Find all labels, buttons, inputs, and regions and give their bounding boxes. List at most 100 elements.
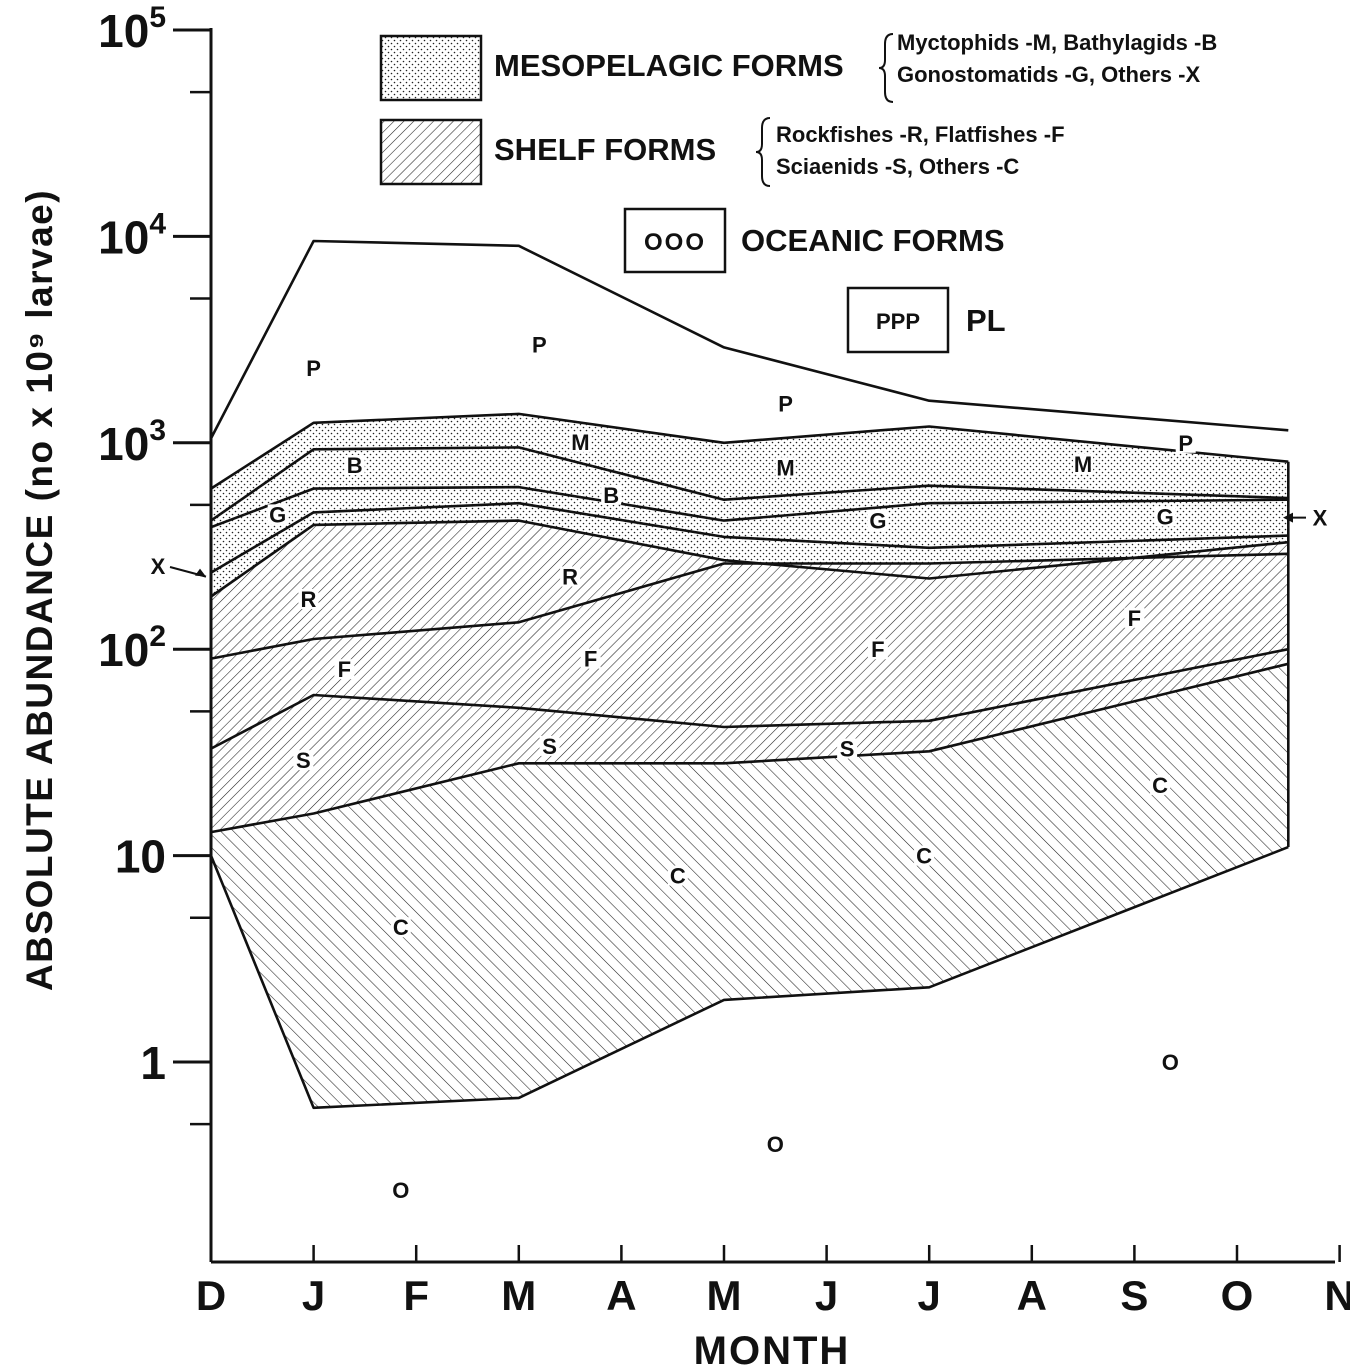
annotation-backdrop	[580, 648, 601, 669]
arrowhead-icon	[1283, 512, 1293, 523]
x-markers: XX	[151, 506, 1328, 579]
annotation-backdrop	[334, 659, 355, 680]
annotation-backdrop	[1073, 453, 1094, 474]
annotation-label-c: C	[393, 915, 409, 940]
annotation-label-f: F	[584, 647, 597, 672]
annotation-backdrop	[390, 1179, 411, 1200]
annotation-label-g: G	[269, 502, 286, 527]
boundary-line-g-top	[210, 485, 1289, 529]
x-axis-title: MONTH	[694, 1329, 851, 1372]
annotation-backdrop	[390, 917, 411, 938]
annotation-label-s: S	[542, 734, 557, 759]
chart-axes	[209, 28, 1335, 1264]
boundary-line-b-top	[210, 446, 1289, 522]
boundary-line-s-top	[210, 647, 1289, 750]
band-pl	[211, 241, 1289, 489]
chart-bands	[211, 241, 1289, 1108]
annotation-label-c: C	[916, 844, 932, 869]
chart-annotations: P P P P M M M B B G G G R R F F F F S S S C C C C O O O	[267, 332, 1196, 1203]
x-tick-label: J	[815, 1272, 838, 1319]
legend-swatch-dots	[379, 34, 483, 102]
annotation-label-r: R	[562, 565, 578, 590]
boundary-line-c-bottom	[209, 845, 1289, 1110]
band-rockfishes	[211, 520, 1289, 659]
annotation-backdrop	[1160, 1052, 1181, 1072]
x-tick-label: A	[1017, 1272, 1047, 1319]
boundary-line-x-top	[210, 501, 1289, 574]
annotation-backdrop	[303, 358, 324, 379]
legend-label-mesopelagic: MESOPELAGIC FORMS	[494, 48, 844, 83]
annotation-backdrop	[837, 738, 858, 759]
legend-symbol-pl: PPP	[876, 309, 920, 334]
annotation-label-g: G	[1157, 504, 1174, 529]
legend-swatch-pl	[846, 286, 950, 354]
legend-label-pl: PL	[966, 303, 1006, 338]
x-tick-label: F	[403, 1272, 429, 1319]
legend: MESOPELAGIC FORMS Myctophids -M, Bathyla…	[379, 30, 1217, 354]
annotation-label-b: B	[603, 483, 619, 508]
y-tick-label: 104	[98, 207, 166, 263]
annotation-backdrop	[539, 735, 560, 756]
annotation-backdrop	[344, 455, 365, 476]
y-axis-title: ABSOLUTE ABUNDANCE (no x 10⁹ larvae)	[19, 189, 60, 991]
x-tick-label: J	[302, 1272, 325, 1319]
annotation-label-s: S	[840, 737, 855, 762]
annotation-label-c: C	[1152, 773, 1168, 798]
annotation-backdrop	[914, 845, 935, 866]
legend-item-oceanic: OOO OCEANIC FORMS	[623, 207, 1005, 274]
legend-item-shelf: SHELF FORMS Rockfishes -R, Flatfishes -F…	[379, 117, 1065, 187]
legend-members-shelf-2: Sciaenids -S, Others -C	[776, 154, 1019, 179]
x-tick-label: J	[918, 1272, 941, 1319]
annotation-backdrop	[1124, 607, 1145, 628]
annotation-label-o: O	[767, 1132, 784, 1157]
x-tick-label: D	[196, 1272, 226, 1319]
annotation-backdrop	[765, 1134, 786, 1155]
x-tick-label: M	[501, 1272, 536, 1319]
annotation-backdrop	[601, 484, 622, 505]
brace-icon	[878, 33, 894, 103]
band-sciaenids	[211, 649, 1289, 833]
legend-label-oceanic: OCEANIC FORMS	[741, 223, 1005, 258]
band-meso-others	[211, 503, 1289, 597]
annotation-label-o: O	[392, 1178, 409, 1203]
annotation-backdrop	[293, 750, 314, 771]
annotation-label-f: F	[338, 657, 351, 682]
annotation-backdrop	[867, 639, 888, 660]
legend-members-mesopelagic-1: Myctophids -M, Bathylagids -B	[897, 30, 1217, 55]
x-tick-label: M	[707, 1272, 742, 1319]
brace-icon	[755, 117, 771, 187]
annotation-backdrop	[529, 334, 550, 355]
band-gonostomatids	[211, 487, 1289, 573]
x-marker-right-label: X	[1313, 506, 1328, 531]
annotation-backdrop	[1155, 506, 1176, 527]
legend-swatch-hatch	[379, 118, 483, 186]
band-flatfishes	[211, 553, 1289, 749]
annotation-backdrop	[1150, 774, 1171, 795]
legend-swatch-oceanic	[623, 207, 727, 274]
y-tick-label: 102	[98, 620, 166, 676]
x-tick-label: N	[1324, 1272, 1350, 1319]
annotation-backdrop	[867, 510, 888, 531]
x-tick-label: A	[606, 1272, 636, 1319]
boundary-line-f-top	[210, 552, 1289, 660]
annotation-backdrop	[570, 431, 591, 452]
annotation-label-c: C	[670, 864, 686, 889]
annotation-label-m: M	[571, 430, 589, 455]
annotation-label-p: P	[778, 392, 793, 417]
boundary-line-pl-top	[209, 239, 1289, 439]
boundary-line-m-top	[210, 412, 1289, 490]
annotation-backdrop	[775, 457, 796, 478]
boundary-line-c-top	[210, 662, 1289, 834]
x-tick-label: S	[1120, 1272, 1148, 1319]
annotation-backdrop	[560, 566, 581, 587]
annotation-label-f: F	[871, 637, 884, 662]
arrowhead-icon	[195, 568, 206, 577]
legend-members-mesopelagic-2: Gonostomatids -G, Others -X	[897, 62, 1200, 87]
annotation-label-p: P	[1178, 431, 1193, 456]
annotation-label-f: F	[1128, 606, 1141, 631]
boundary-line-r-top	[210, 519, 1289, 598]
annotation-label-m: M	[1074, 452, 1092, 477]
